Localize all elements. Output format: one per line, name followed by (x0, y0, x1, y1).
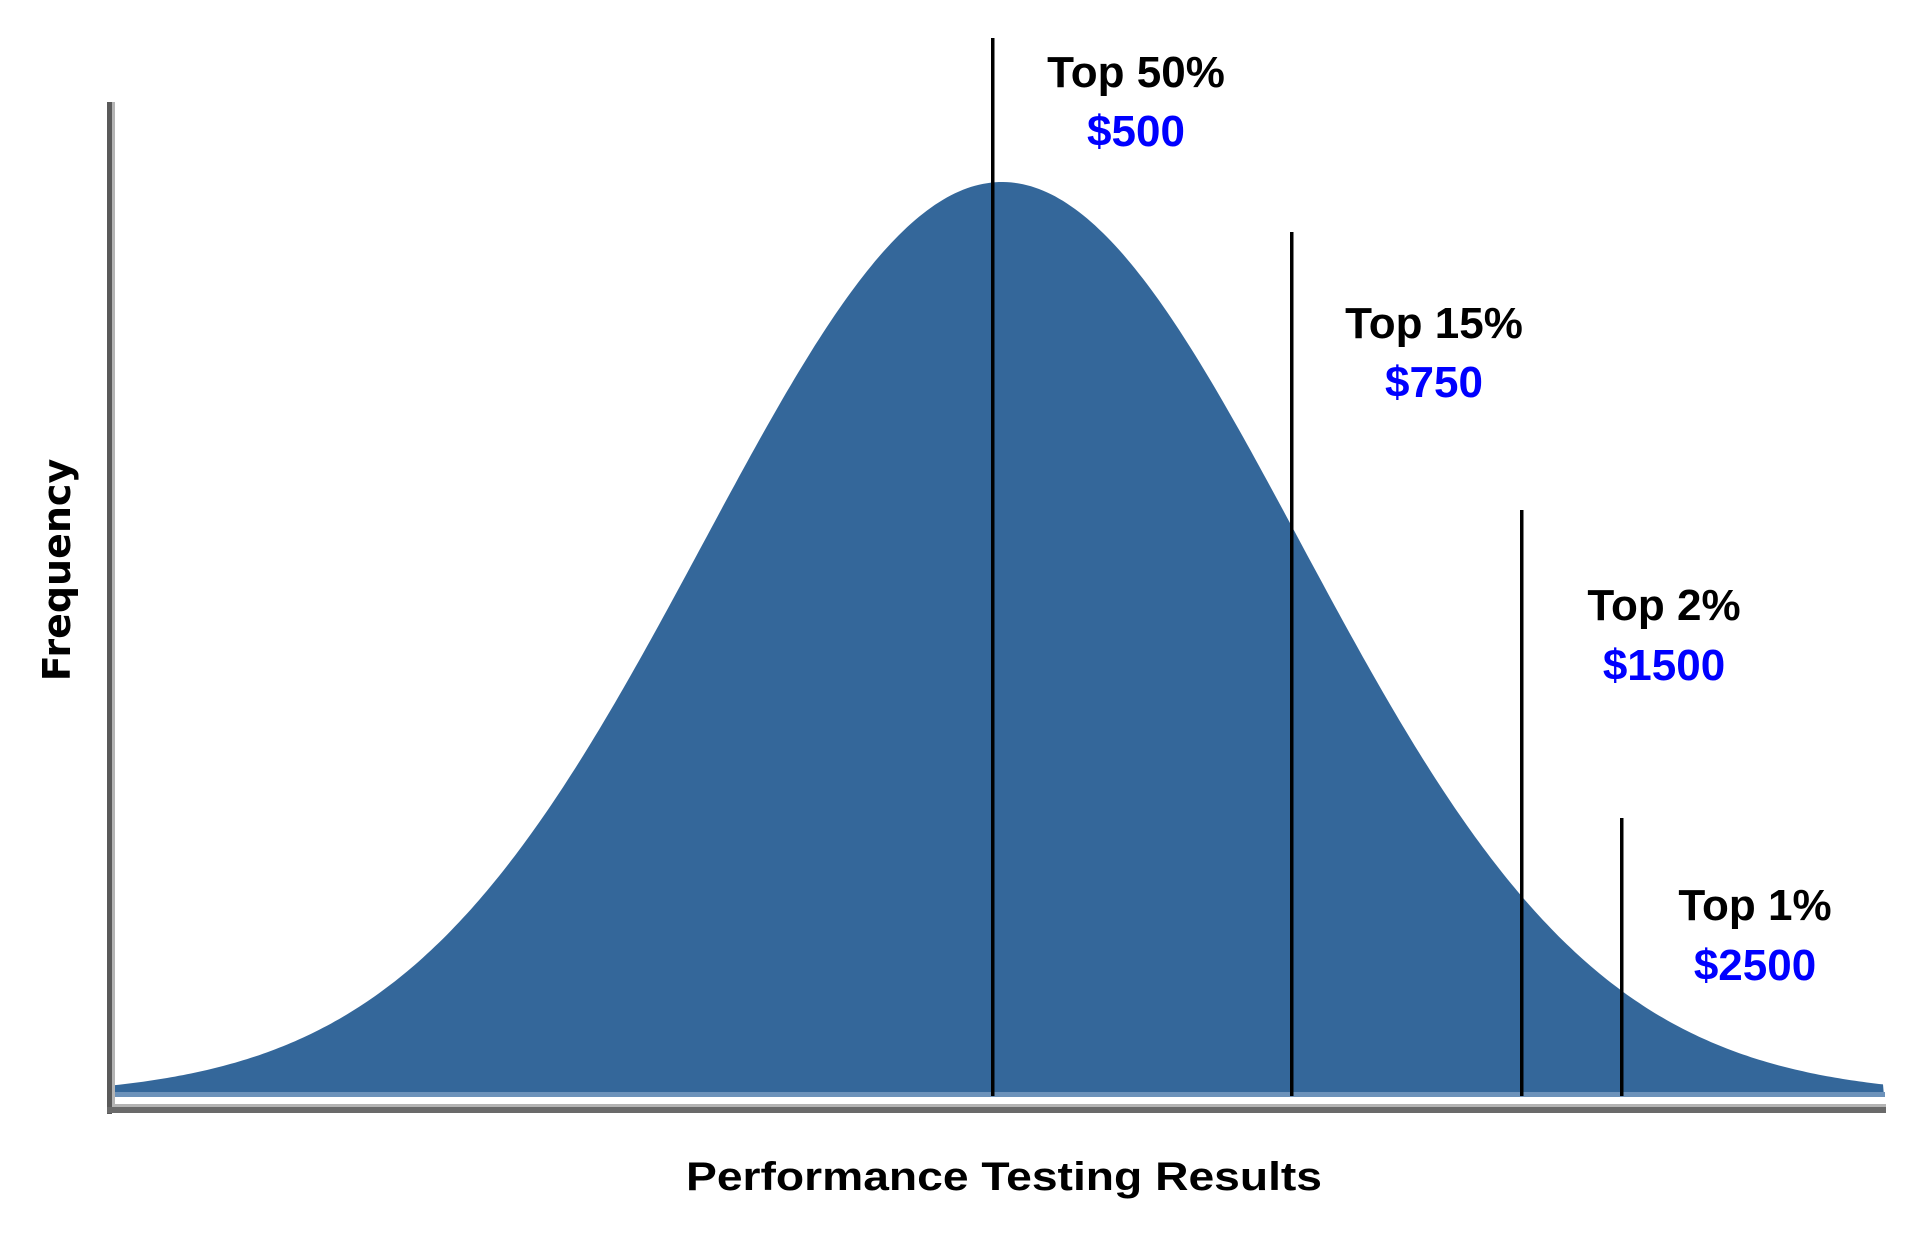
annotation-top-50: Top 50% $500 (1047, 48, 1225, 156)
curve-base-band (115, 1092, 1885, 1097)
annotation-top-15: Top 15% $750 (1345, 299, 1523, 407)
tier-label: Top 15% (1345, 299, 1523, 348)
threshold-line-top-2 (1520, 510, 1524, 1096)
tier-label: Top 50% (1047, 48, 1225, 97)
bell-curve-area (115, 182, 1884, 1096)
annotation-top-1: Top 1% $2500 (1678, 881, 1831, 990)
reward-value: $500 (1087, 107, 1185, 156)
y-axis-label: Frequency (35, 459, 79, 682)
threshold-line-top-15 (1290, 232, 1294, 1096)
annotation-top-2: Top 2% $1500 (1587, 581, 1740, 690)
x-axis (107, 1104, 1886, 1113)
reward-value: $750 (1385, 358, 1483, 407)
threshold-line-top-1 (1620, 818, 1624, 1096)
y-axis (107, 102, 115, 1114)
reward-value: $1500 (1603, 641, 1725, 690)
x-axis-label: Performance Testing Results (686, 1155, 1322, 1199)
threshold-line-top-50 (991, 38, 995, 1096)
tier-label: Top 1% (1678, 881, 1831, 930)
reward-value: $2500 (1694, 941, 1816, 990)
tier-label: Top 2% (1587, 581, 1740, 630)
